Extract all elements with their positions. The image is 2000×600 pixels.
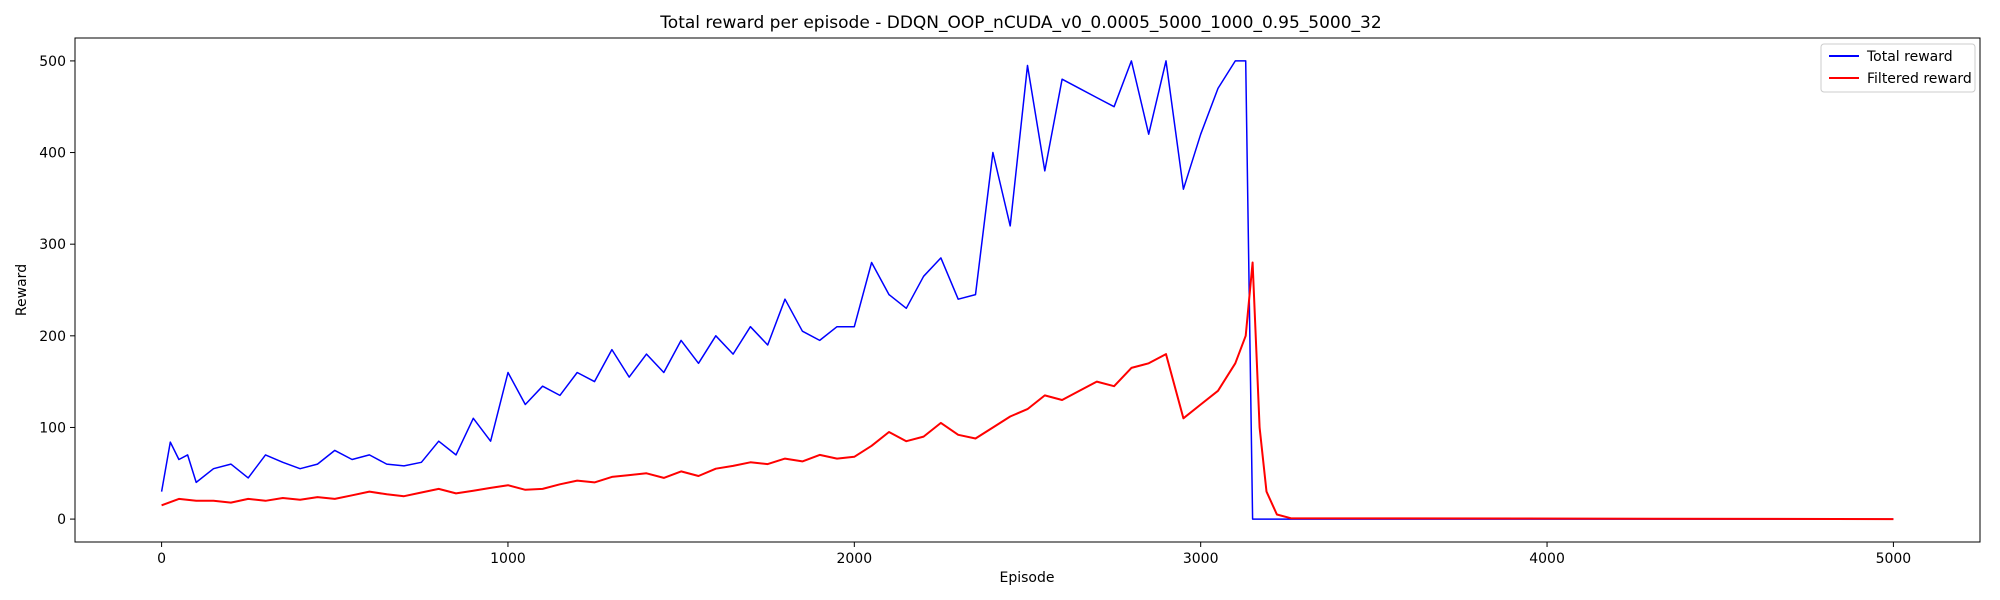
y-tick-label: 300 [39, 237, 66, 253]
x-tick-label: 0 [157, 551, 166, 567]
x-tick-label: 4000 [1529, 551, 1565, 567]
y-axis-label: Reward [14, 264, 30, 316]
x-tick-label: 1000 [490, 551, 526, 567]
axes-frame [74, 37, 1981, 543]
y-tick-label: 500 [39, 54, 66, 70]
y-tick-label: 100 [39, 420, 66, 436]
legend: Total reward Filtered reward [1820, 43, 1976, 93]
series-line-total-reward [160, 60, 1894, 520]
y-tick-label: 0 [57, 512, 66, 528]
x-axis-label: Episode [1000, 570, 1055, 586]
legend-label-total-reward: Total reward [1866, 49, 1953, 65]
axis-ticks: 0 1000 2000 3000 4000 5000 0 100 200 300 400 500 [39, 54, 1911, 567]
legend-box [1820, 43, 1976, 93]
y-tick-label: 200 [39, 329, 66, 345]
series-line-filtered-reward [161, 261, 1894, 521]
x-tick-label: 5000 [1876, 551, 1912, 567]
y-tick-label: 400 [39, 146, 66, 162]
legend-label-filtered-reward: Filtered reward [1867, 71, 1972, 87]
chart-title: Total reward per episode - DDQN_OOP_nCUD… [659, 13, 1381, 33]
plot-area [160, 60, 1894, 521]
x-tick-label: 2000 [836, 551, 872, 567]
x-tick-label: 3000 [1183, 551, 1219, 567]
